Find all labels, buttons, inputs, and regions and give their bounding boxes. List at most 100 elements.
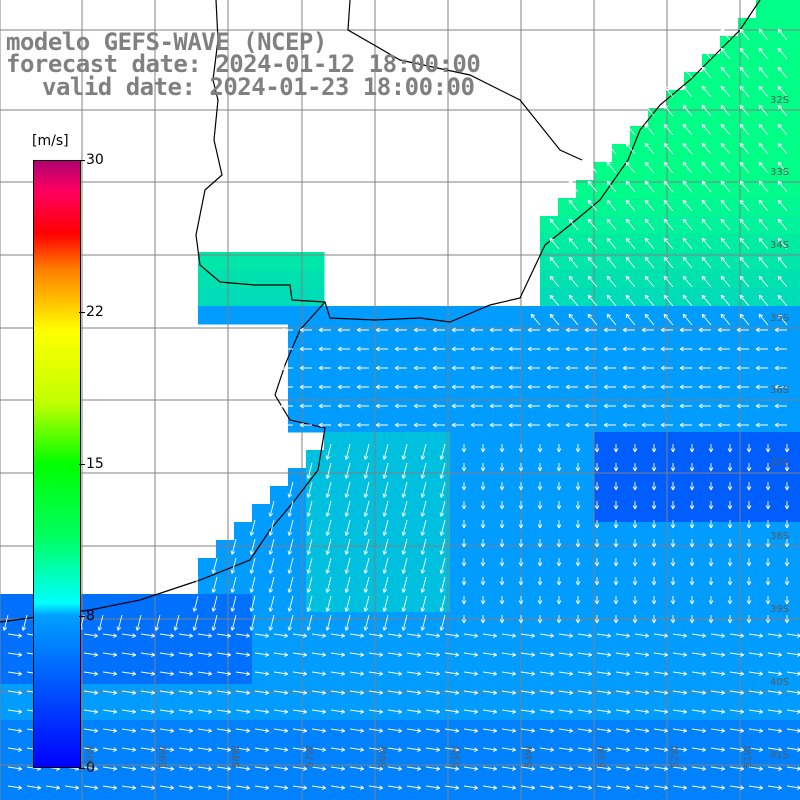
wind-arrow (777, 28, 788, 41)
wind-arrow (121, 728, 137, 733)
wind-speed-cell (306, 558, 325, 577)
wind-speed-cell (720, 252, 739, 271)
wind-speed-cell (720, 792, 739, 800)
wind-speed-cell (504, 432, 523, 451)
wind-speed-cell (504, 396, 523, 415)
wind-speed-cell (144, 594, 163, 613)
wind-speed-cell (774, 576, 793, 595)
wind-arrow (565, 403, 578, 409)
wind-arrow (758, 256, 769, 269)
wind-speed-cell (540, 522, 559, 541)
wind-speed-cell (306, 774, 325, 793)
wind-speed-cell (450, 396, 469, 415)
wind-speed-cell (666, 648, 685, 667)
wind-speed-cell (522, 468, 541, 487)
wind-arrow (651, 558, 657, 567)
wind-arrow (682, 313, 693, 326)
wind-arrow (682, 180, 693, 193)
wind-speed-cell (504, 504, 523, 523)
wind-arrow (777, 104, 788, 117)
wind-speed-cell (522, 594, 541, 613)
wind-arrow (394, 346, 407, 352)
wind-speed-cell (612, 486, 631, 505)
wind-arrow (603, 403, 616, 409)
wind-arrow (527, 384, 540, 390)
wind-speed-cell (558, 288, 577, 307)
wind-speed-cell (162, 792, 181, 800)
wind-arrow (556, 520, 562, 529)
wind-arrow (691, 652, 707, 657)
wind-arrow (575, 482, 581, 491)
wind-vectors (2, 28, 800, 790)
wind-speed-cell (738, 342, 757, 361)
wind-speed-cell (594, 486, 613, 505)
wind-speed-cell (522, 648, 541, 667)
wind-speed-cell (666, 558, 685, 577)
wind-speed-cell (468, 522, 487, 541)
wind-speed-cell (234, 648, 253, 667)
valid-date: valid date: 2024-01-23 18:00:00 (42, 73, 475, 101)
wind-arrow (644, 142, 655, 155)
wind-arrow (499, 539, 505, 548)
wind-arrow (577, 785, 593, 790)
wind-arrow (651, 539, 657, 548)
wind-speed-cell (720, 486, 739, 505)
wind-arrow (216, 728, 232, 733)
wind-speed-cell (720, 234, 739, 253)
wind-speed-cell (468, 432, 487, 451)
wind-speed-cell (612, 252, 631, 271)
wind-arrow (587, 218, 598, 231)
wind-arrow (520, 690, 536, 695)
wind-speed-cell (702, 126, 721, 145)
wind-speed-cell (792, 234, 800, 253)
wind-arrow (444, 785, 460, 790)
wind-speed-cell (684, 540, 703, 559)
wind-arrow (102, 728, 118, 733)
wind-arrow (382, 595, 389, 612)
wind-arrow (7, 652, 23, 657)
wind-arrow (679, 422, 692, 428)
wind-speed-cell (432, 540, 451, 559)
coastline (195, 0, 761, 323)
wind-speed-cell (360, 450, 379, 469)
wind-speed-cell (684, 378, 703, 397)
wind-arrow (280, 422, 293, 428)
wind-arrow (720, 313, 731, 326)
wind-arrow (299, 422, 312, 428)
wind-speed-cell (558, 774, 577, 793)
wind-arrow (748, 766, 764, 771)
wind-arrow (280, 346, 293, 352)
wind-arrow (325, 538, 332, 555)
wind-speed-cell (684, 468, 703, 487)
wind-speed-cell (720, 414, 739, 433)
wind-speed-cell (594, 684, 613, 703)
wind-speed-cell (792, 666, 800, 685)
wind-arrow (549, 294, 560, 307)
wind-arrow (596, 766, 612, 771)
wind-speed-cell (18, 792, 37, 800)
wind-arrow (159, 747, 175, 752)
wind-speed-cell (486, 792, 505, 800)
wind-arrow (575, 577, 581, 586)
wind-speed-cell (684, 324, 703, 343)
wind-arrow (499, 558, 505, 567)
wind-speed-cell (720, 738, 739, 757)
wind-speed-cell (270, 648, 289, 667)
wind-arrow (413, 384, 426, 390)
wind-speed-cell (414, 738, 433, 757)
wind-arrow (461, 444, 467, 453)
wind-speed-cell (666, 594, 685, 613)
wind-speed-cell (360, 522, 379, 541)
wind-speed-cell (738, 306, 757, 325)
wind-arrow (651, 520, 657, 529)
wind-arrow (311, 728, 327, 733)
wind-speed-cell (684, 414, 703, 433)
wind-speed-cell (630, 234, 649, 253)
wind-arrow (325, 557, 332, 574)
wind-speed-cell (666, 612, 685, 631)
wind-arrow (235, 728, 251, 733)
wind-arrow (451, 327, 464, 333)
wind-arrow (720, 161, 731, 174)
wind-arrow (121, 633, 137, 638)
